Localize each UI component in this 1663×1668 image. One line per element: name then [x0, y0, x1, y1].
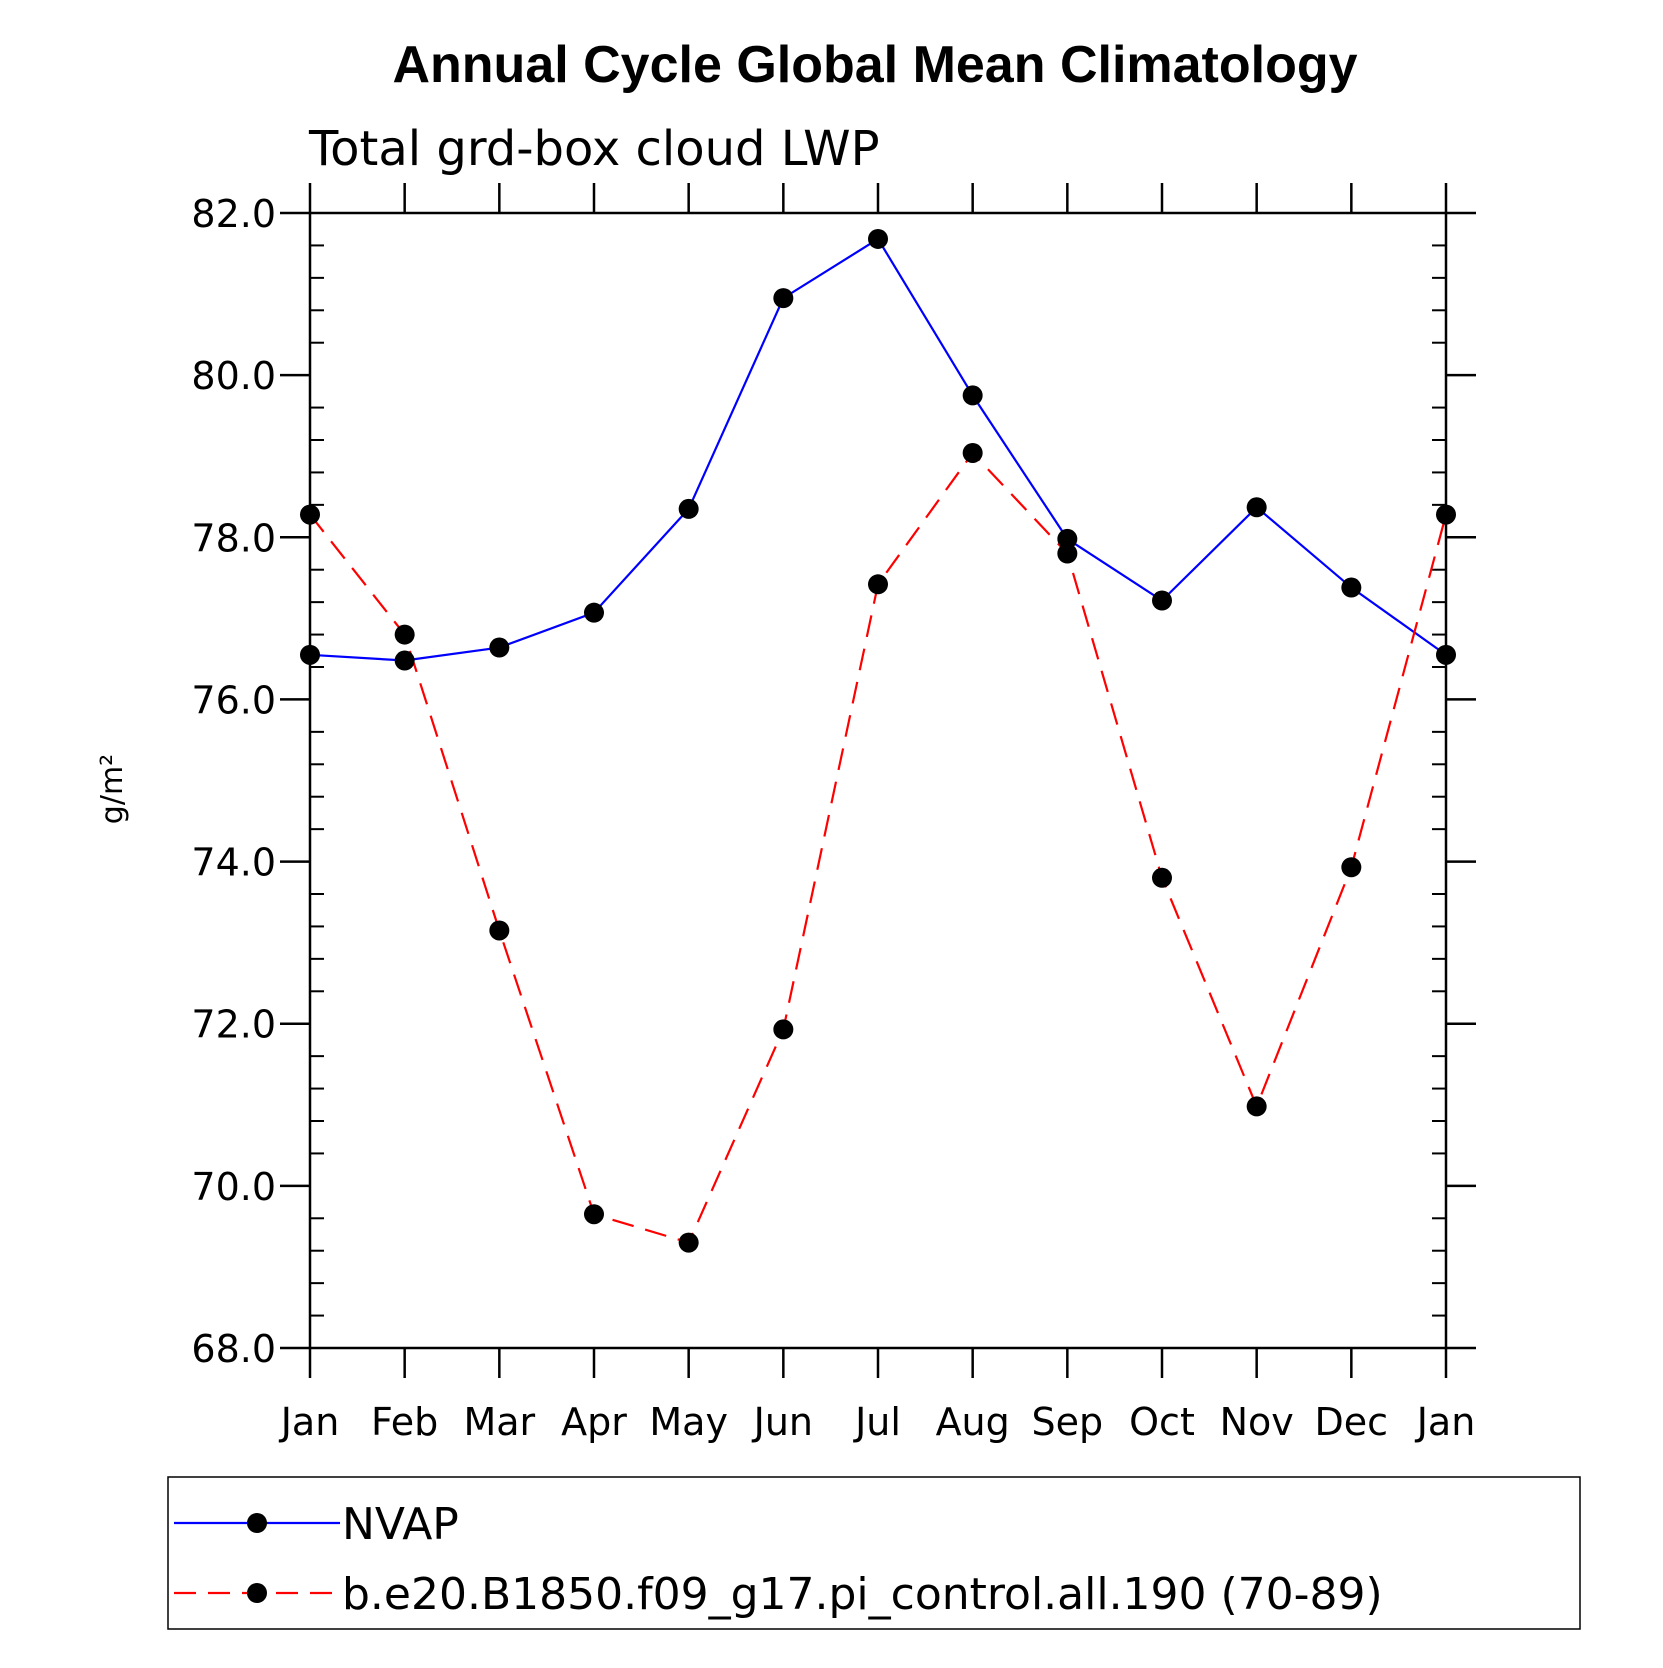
chart-title: Annual Cycle Global Mean Climatology — [392, 36, 1357, 94]
legend-label-1: b.e20.B1850.f09_g17.pi_control.all.190 (… — [342, 1569, 1383, 1620]
data-point-series-0 — [584, 602, 604, 623]
legend-marker-1 — [247, 1583, 267, 1603]
y-tick-label: 74.0 — [191, 841, 276, 885]
x-tick-label: Apr — [561, 1400, 627, 1444]
data-point-series-0 — [962, 385, 983, 406]
data-point-series-1 — [1341, 857, 1362, 878]
x-tick-label: Nov — [1220, 1400, 1294, 1444]
x-tick-label: May — [649, 1400, 728, 1444]
x-tick-label: Feb — [371, 1400, 438, 1444]
legend-label-0: NVAP — [342, 1499, 459, 1550]
y-tick-label: 70.0 — [191, 1165, 276, 1209]
axes: 68.0 70.0 72.0 74.0 76.0 78.0 80.0 82.0 Jan Feb Ma… — [191, 183, 1476, 1444]
series-line-1 — [309, 451, 1448, 1244]
y-tick-label: 80.0 — [191, 354, 276, 398]
data-point-series-1 — [962, 442, 983, 463]
data-point-series-1 — [1057, 543, 1078, 564]
x-tick-label: Oct — [1129, 1400, 1195, 1444]
data-point-series-0 — [1341, 577, 1362, 598]
x-tick-label: Mar — [463, 1400, 535, 1444]
series-layer — [300, 228, 1456, 1253]
y-tick-label: 76.0 — [191, 678, 276, 722]
legend-box — [167, 1476, 1581, 1630]
series-line-0 — [309, 237, 1447, 662]
data-point-series-1 — [489, 920, 510, 941]
data-point-series-0 — [1436, 644, 1456, 665]
x-tick-label: Jan — [1415, 1400, 1476, 1444]
data-point-series-1 — [1152, 867, 1172, 888]
y-tick-label: 68.0 — [191, 1327, 276, 1371]
plot-frame — [308, 211, 1448, 1350]
x-tick-label: Dec — [1315, 1400, 1389, 1444]
x-tick-label: Jul — [853, 1400, 901, 1444]
data-point-series-1 — [1436, 504, 1456, 525]
y-tick-label: 72.0 — [191, 1003, 276, 1047]
data-point-series-1 — [1246, 1096, 1267, 1117]
x-tick-label: Jun — [752, 1400, 813, 1444]
data-point-series-1 — [868, 574, 888, 595]
data-point-series-0 — [773, 288, 794, 309]
data-point-series-0 — [489, 637, 510, 658]
chart-subtitle: Total grd-box cloud LWP — [308, 121, 880, 177]
x-tick-label: Sep — [1032, 1400, 1104, 1444]
x-tick-label: Aug — [936, 1400, 1010, 1444]
x-tick-label: Jan — [279, 1400, 340, 1444]
data-point-series-0 — [1152, 590, 1172, 611]
data-point-series-1 — [773, 1019, 794, 1040]
data-point-series-0 — [1057, 528, 1078, 549]
data-point-series-0 — [300, 644, 320, 665]
legend: NVAP b.e20.B1850.f09_g17.pi_control.all.1… — [174, 1499, 1383, 1620]
data-point-series-0 — [678, 498, 699, 519]
data-point-series-0 — [1246, 497, 1267, 518]
data-point-series-1 — [300, 504, 320, 525]
y-axis-label: g/m² — [95, 754, 130, 824]
y-tick-label: 82.0 — [191, 192, 276, 236]
data-point-series-0 — [868, 228, 888, 249]
data-point-series-0 — [394, 650, 415, 671]
data-point-series-1 — [678, 1232, 699, 1253]
y-tick-label: 78.0 — [191, 516, 276, 560]
legend-marker-0 — [247, 1513, 267, 1533]
data-point-series-1 — [584, 1204, 604, 1225]
data-point-series-1 — [394, 624, 415, 645]
